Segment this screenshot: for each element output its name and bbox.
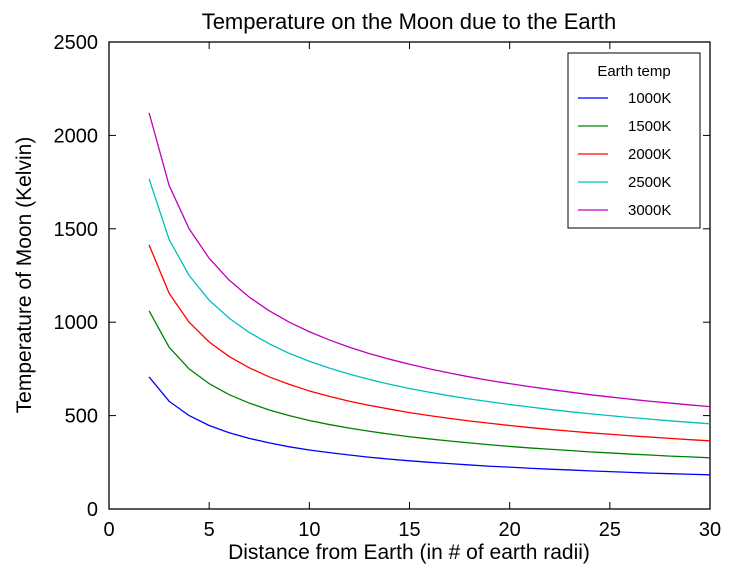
legend-box	[567, 52, 701, 229]
legend-title: Earth temp	[597, 63, 670, 80]
legend-item: 1500K	[578, 118, 671, 135]
x-tick-label: 5	[204, 519, 215, 541]
y-tick-label: 1500	[54, 219, 99, 241]
x-tick-label: 10	[298, 519, 320, 541]
legend-item: 2000K	[578, 146, 671, 163]
series-line-1000k	[148, 376, 711, 476]
y-tick-label: 500	[65, 406, 98, 428]
legend-label: 1500K	[628, 118, 671, 135]
x-tick-label: 20	[499, 519, 521, 541]
y-tick-label: 1000	[54, 312, 99, 334]
series-line-1500k	[148, 310, 711, 459]
x-axis-label: Distance from Earth (in # of earth radii…	[228, 541, 590, 564]
y-tick-label: 0	[87, 499, 98, 521]
legend-item: 3000K	[578, 202, 671, 219]
series-line-3000k	[148, 112, 711, 408]
legend-label: 3000K	[628, 202, 671, 219]
chart-title: Temperature on the Moon due to the Earth	[202, 9, 617, 34]
series-line-2500k	[148, 178, 711, 425]
x-tick-label: 25	[599, 519, 621, 541]
legend-label: 2000K	[628, 146, 671, 163]
series-line-2000k	[148, 244, 711, 442]
x-tick-label: 15	[398, 519, 420, 541]
y-tick-label: 2000	[54, 125, 99, 147]
legend-item: 1000K	[578, 90, 671, 107]
legend-item: 2500K	[578, 174, 671, 191]
legend: Earth temp 1000K 1500K 2000K 2500K 3000K	[567, 52, 701, 229]
series-lines	[148, 112, 711, 476]
tick-labels: 0 5 10 15 20 25 30 0 500 1000 1500 2000 2500	[54, 32, 722, 541]
legend-label: 2500K	[628, 174, 671, 191]
legend-entries: 1000K 1500K 2000K 2500K 3000K	[578, 90, 671, 219]
y-axis-label: Temperature of Moon (Kelvin)	[13, 137, 36, 414]
axis-ticks	[108, 41, 711, 510]
x-tick-label: 0	[103, 519, 114, 541]
legend-label: 1000K	[628, 90, 671, 107]
y-tick-label: 2500	[54, 32, 99, 54]
x-tick-label: 30	[699, 519, 721, 541]
